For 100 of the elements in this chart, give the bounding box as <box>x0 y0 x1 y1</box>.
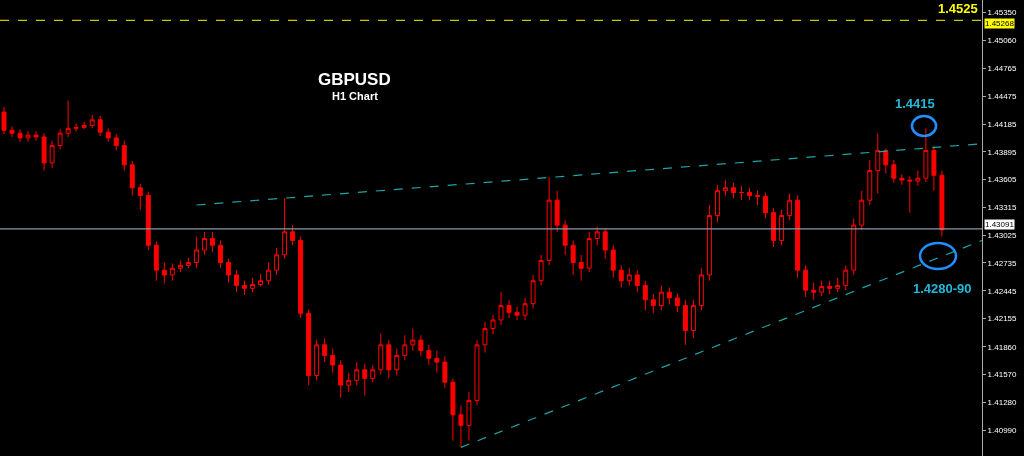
candlestick <box>530 274 536 309</box>
y-tick-label: 1.43315 <box>987 203 1018 213</box>
y-tick-label: 1.41280 <box>987 398 1018 408</box>
candlestick <box>330 348 336 374</box>
candlestick <box>474 339 480 406</box>
candlestick <box>698 267 704 311</box>
candlestick <box>506 299 512 319</box>
candlestick <box>562 219 568 256</box>
candlestick <box>522 297 528 321</box>
candlestick <box>787 193 793 221</box>
candlestick <box>161 261 167 285</box>
candlestick <box>418 334 424 357</box>
y-tick-label: 1.44765 <box>987 64 1018 74</box>
candlestick <box>514 306 520 321</box>
candlestick <box>827 280 833 295</box>
candlestick <box>723 179 728 196</box>
ref-line-label: 1.43091 <box>985 220 1015 229</box>
candlestick <box>650 293 656 314</box>
y-tick-label: 1.43605 <box>987 175 1018 185</box>
candlestick <box>586 231 592 273</box>
candlestick <box>875 132 881 195</box>
candlestick <box>923 127 929 183</box>
candlestick <box>795 194 801 279</box>
candlestick <box>618 264 624 288</box>
candlestick <box>97 115 103 137</box>
candlestick <box>658 284 664 311</box>
candlestick <box>546 176 552 266</box>
candlestick <box>274 247 280 276</box>
candlestick <box>298 236 304 319</box>
y-tick-label: 1.40990 <box>987 425 1018 435</box>
candlestick <box>907 175 913 214</box>
candlestick <box>458 404 464 448</box>
candlestick <box>129 160 135 196</box>
annotation: 1.4525 <box>938 1 978 16</box>
candlestick <box>201 231 207 256</box>
candlestick <box>153 240 159 282</box>
y-tick-label: 1.45350 <box>987 8 1018 18</box>
candlestick <box>570 239 576 276</box>
candlestick <box>209 231 215 253</box>
candlestick <box>634 269 640 293</box>
candlestick <box>33 130 39 142</box>
candlestick <box>867 159 873 206</box>
candlestick <box>57 128 63 150</box>
candlestick <box>1 106 7 135</box>
candlestick <box>73 123 79 132</box>
candlestick <box>626 267 632 286</box>
candlestick <box>690 299 696 339</box>
text: GBPUSD <box>318 70 391 89</box>
candlestick <box>442 355 448 389</box>
candlestick <box>89 114 95 129</box>
candlestick <box>258 273 263 287</box>
candlestick <box>121 140 127 172</box>
candlestick <box>25 130 31 143</box>
candlestick <box>763 192 769 219</box>
candlestick <box>290 224 296 246</box>
candlestick <box>386 339 392 379</box>
candlestick <box>346 372 352 393</box>
candlestick <box>811 282 817 301</box>
candlestick <box>185 257 191 269</box>
candlestick <box>65 100 71 138</box>
candlestick <box>41 132 47 172</box>
candlestick <box>883 147 889 174</box>
candlestick <box>706 204 712 282</box>
candlestick <box>538 254 544 286</box>
candlestick <box>891 159 897 184</box>
annotation: 1.4415 <box>895 96 935 111</box>
candlestick <box>81 121 87 130</box>
candlestick <box>402 334 408 361</box>
candlestick <box>378 332 384 376</box>
candlestick <box>602 227 608 260</box>
y-tick-label: 1.45060 <box>987 36 1018 46</box>
candlestick <box>835 277 841 293</box>
candlestick <box>498 291 504 326</box>
candlestick <box>450 377 456 442</box>
candlestick <box>354 361 360 386</box>
candlestick <box>113 133 119 151</box>
candlestick <box>410 328 416 352</box>
candlestick <box>594 226 600 246</box>
candlestick <box>466 391 472 442</box>
candlestick <box>666 286 672 306</box>
candlestick <box>338 359 344 399</box>
y-tick-label: 1.41570 <box>987 370 1018 380</box>
candlestick <box>739 185 744 201</box>
candlestick <box>803 264 809 298</box>
y-tick-label: 1.41860 <box>987 342 1018 352</box>
candlestick <box>322 337 328 363</box>
candlestick <box>217 239 223 269</box>
candlestick <box>105 127 111 143</box>
candlestick <box>314 339 320 381</box>
candlestick <box>250 277 255 293</box>
candlestick <box>755 190 761 206</box>
candlestick <box>226 258 231 284</box>
annotation: 1.4280-90 <box>913 281 972 296</box>
candlestick <box>426 344 432 366</box>
candlestick <box>306 308 312 386</box>
candlestick <box>482 321 488 354</box>
candlestick <box>266 261 272 286</box>
candlestick <box>434 350 440 374</box>
y-tick-label: 1.44185 <box>987 119 1018 129</box>
candlestick <box>674 292 680 313</box>
